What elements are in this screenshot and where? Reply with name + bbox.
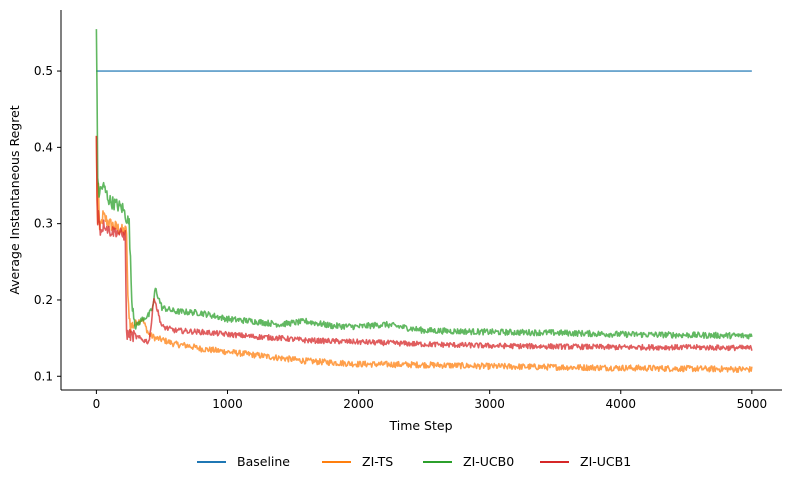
ticks: 0 1000 2000 3000 4000 5000 0.1 0.2 0.3 0.4 0.5 bbox=[34, 64, 767, 411]
y-tick-label: 0.3 bbox=[34, 217, 53, 231]
legend: Baseline ZI-TS ZI-UCB0 ZI-UCB1 bbox=[197, 454, 631, 469]
legend-label-zi-ucb1: ZI-UCB1 bbox=[580, 454, 631, 469]
x-tick-label: 1000 bbox=[212, 397, 243, 411]
series-line-zi-ucb0 bbox=[95, 29, 753, 340]
series-line-zi-ucb1 bbox=[95, 135, 753, 352]
x-tick-label: 3000 bbox=[474, 397, 505, 411]
legend-label-zi-ucb0: ZI-UCB0 bbox=[463, 454, 514, 469]
x-tick-label: 5000 bbox=[737, 397, 768, 411]
y-tick-label: 0.4 bbox=[34, 140, 53, 154]
series-layer bbox=[95, 29, 753, 374]
x-tick-label: 0 bbox=[93, 397, 101, 411]
y-tick-label: 0.5 bbox=[34, 64, 53, 78]
y-axis-title: Average Instantaneous Regret bbox=[7, 105, 22, 294]
y-tick-label: 0.1 bbox=[34, 369, 53, 383]
axes bbox=[60, 10, 782, 391]
series-line-zi-ts bbox=[95, 135, 753, 374]
legend-label-zi-ts: ZI-TS bbox=[362, 454, 393, 469]
y-tick-label: 0.2 bbox=[34, 293, 53, 307]
x-tick-label: 4000 bbox=[605, 397, 636, 411]
x-axis-title: Time Step bbox=[388, 418, 452, 433]
legend-label-baseline: Baseline bbox=[237, 454, 290, 469]
x-tick-label: 2000 bbox=[343, 397, 374, 411]
